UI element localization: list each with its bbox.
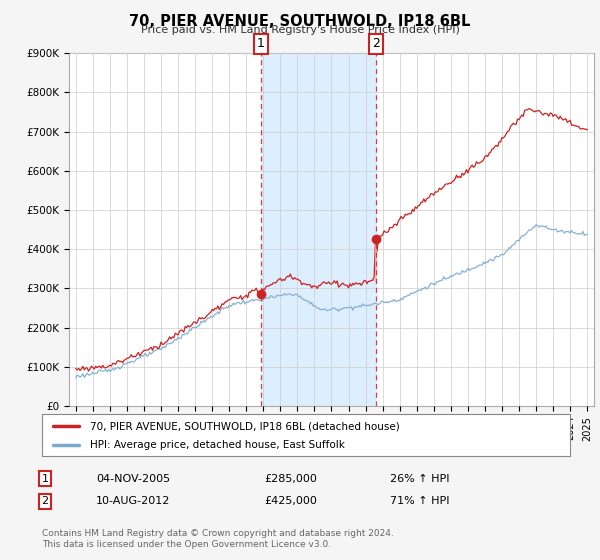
Text: 1: 1 (41, 474, 49, 484)
Text: 26% ↑ HPI: 26% ↑ HPI (390, 474, 449, 484)
Text: £285,000: £285,000 (264, 474, 317, 484)
Text: 2: 2 (41, 496, 49, 506)
Text: 70, PIER AVENUE, SOUTHWOLD, IP18 6BL: 70, PIER AVENUE, SOUTHWOLD, IP18 6BL (130, 14, 470, 29)
Text: Contains HM Land Registry data © Crown copyright and database right 2024.
This d: Contains HM Land Registry data © Crown c… (42, 529, 394, 549)
Text: 04-NOV-2005: 04-NOV-2005 (96, 474, 170, 484)
Text: HPI: Average price, detached house, East Suffolk: HPI: Average price, detached house, East… (89, 440, 344, 450)
Text: 2: 2 (372, 38, 380, 50)
Text: 10-AUG-2012: 10-AUG-2012 (96, 496, 170, 506)
Bar (261, 53, 376, 406)
Text: Price paid vs. HM Land Registry's House Price Index (HPI): Price paid vs. HM Land Registry's House … (140, 25, 460, 35)
Text: 71% ↑ HPI: 71% ↑ HPI (390, 496, 449, 506)
Text: 1: 1 (257, 38, 265, 50)
Text: 70, PIER AVENUE, SOUTHWOLD, IP18 6BL (detached house): 70, PIER AVENUE, SOUTHWOLD, IP18 6BL (de… (89, 421, 399, 431)
Text: £425,000: £425,000 (264, 496, 317, 506)
